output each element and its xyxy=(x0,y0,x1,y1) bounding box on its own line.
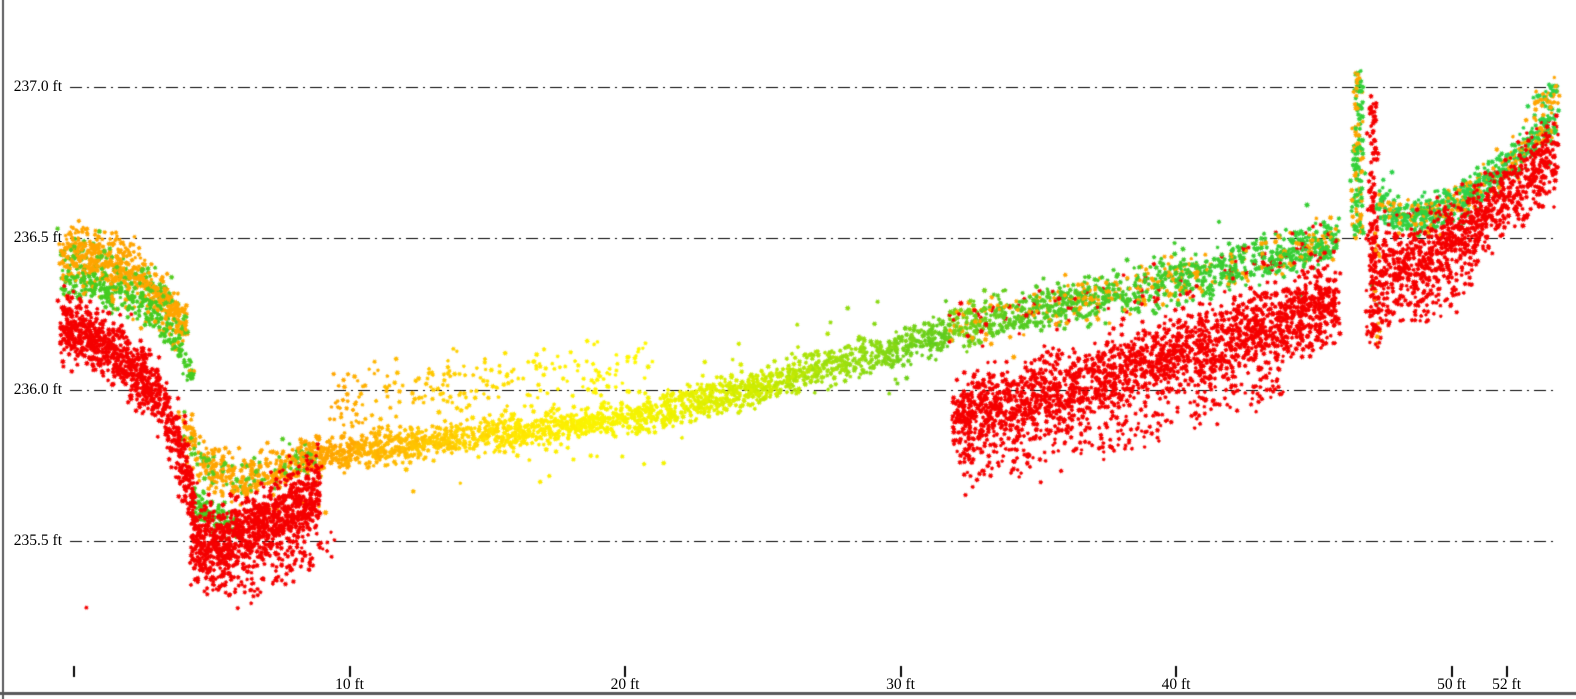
x-axis-label: 20 ft xyxy=(610,676,640,693)
x-axis-label: 10 ft xyxy=(335,676,364,693)
y-axis-label: 235.5 ft xyxy=(13,532,62,550)
y-axis-label: 236.0 ft xyxy=(13,380,62,398)
x-axis-label: 52 ft xyxy=(1492,676,1522,693)
x-axis-label: 30 ft xyxy=(886,676,915,693)
x-axis-label: 40 ft xyxy=(1161,676,1191,693)
x-axis-label: 50 ft xyxy=(1437,676,1466,693)
y-axis-label: 237.0 ft xyxy=(13,78,62,95)
y-axis-label: 236.5 ft xyxy=(13,229,62,247)
